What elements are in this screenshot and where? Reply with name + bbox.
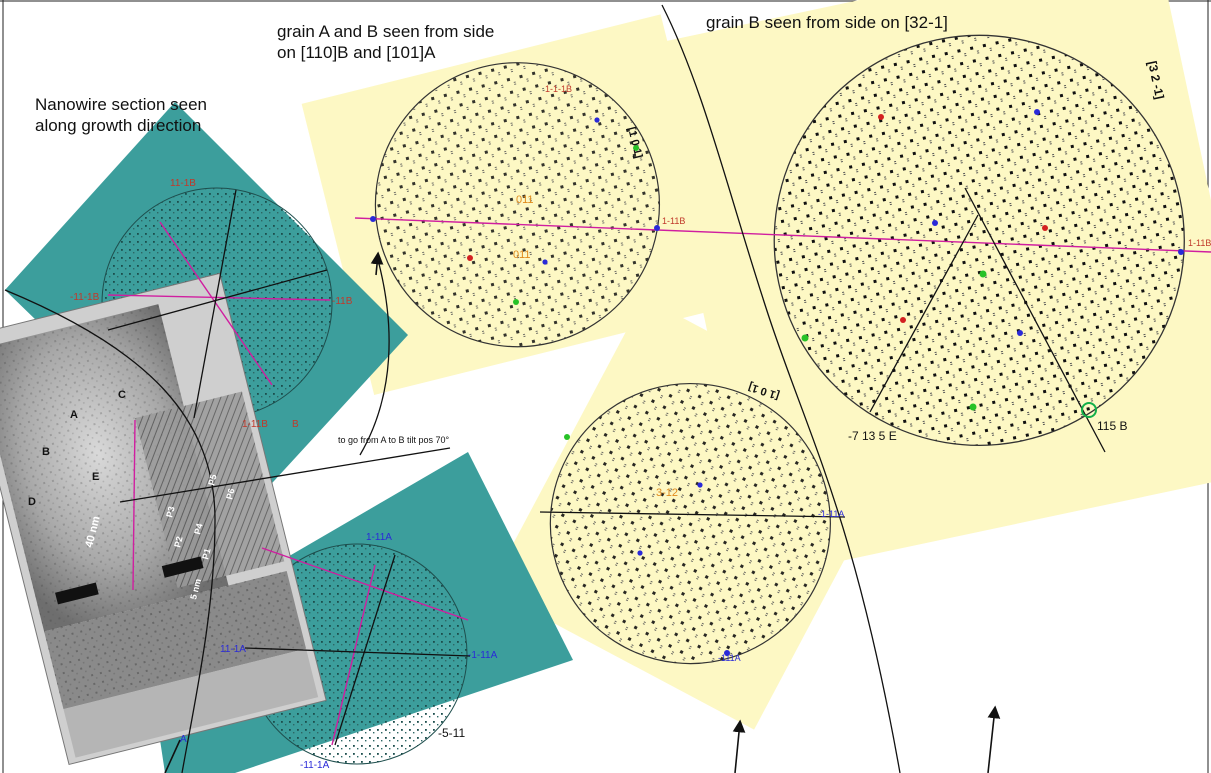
micro-label-c: C [118,389,126,401]
black-lines [4,4,1106,773]
annotation-labels: -7 13 5 E 115 B -5-11 to go from A to B … [338,419,1127,740]
label-b: B [292,419,299,430]
magenta-lines [107,217,1211,746]
tilt-note: to go from A to B tilt pos 70° [338,435,450,445]
scale-label-5nm: 5 nm [188,578,203,601]
label-side-ab-inner-2: 011 [513,249,531,261]
label-section-a-bottom: -11-1A [300,760,330,771]
title-section-line-1: Nanowire section seen [35,95,207,114]
title-section-line-2: along growth direction [35,116,202,135]
label-side-a-bottom: -111A [718,653,741,663]
title-side-ab: grain A and B seen from side on [110]B a… [277,21,494,63]
arrows [164,251,1001,773]
title-side-b: grain B seen from side on [32-1] [706,13,948,32]
pole-dots [370,109,1184,656]
pole-7135e: -7 13 5 E [848,429,897,443]
label-section-b-left: -11-1B [70,292,100,303]
label-side-ab-top: 1-1-1B [545,84,572,94]
title-side-ab-line-2: on [110]B and [101]A [277,43,436,62]
label-section-a-right: -1-11A [468,650,498,661]
micro-label-p6: P6 [224,487,236,500]
label-side-ab-inner-1: 011 [516,194,534,206]
micro-label-p2: P2 [172,535,184,548]
micro-label-p5: P5 [206,473,218,486]
tem-micrograph [0,272,327,766]
label-side-b-right: 1-11B [1188,238,1211,248]
title-side-ab-line-1: grain A and B seen from side [277,22,495,41]
arrow-curve-tip [370,251,384,276]
micro-label-d: D [28,496,36,508]
label-section-a-left: 11-1A [220,644,246,655]
micro-label-e: E [92,471,99,483]
panel-side-a [489,297,910,730]
panel-side-ab [301,14,734,396]
label-side-a-right: -1-11A [818,509,844,519]
micro-label-p3: P3 [164,505,176,518]
arrow-up-b [987,705,1001,773]
label-side-a-inner: 3-12 [656,487,678,499]
pole-115b: 115 B [1097,419,1127,433]
micro-label-a: A [70,409,78,421]
micro-label-p1: P1 [200,547,212,560]
label-section-b-top: 11-1B [170,178,196,189]
arrow-up-left [164,739,181,773]
micrograph-labels: 40 nm 5 nm A B C D E P1 P2 P3 P4 P5 P6 [28,389,237,600]
label-section-a-top: 1-11A [366,532,392,543]
arrow-up-a [732,719,746,773]
micro-label-p4: P4 [192,522,204,535]
label-a: A [180,734,187,745]
label-section-b-right: -11B [332,296,353,307]
title-section: Nanowire section seen along growth direc… [35,94,207,136]
pole-5m11: -5-11 [438,726,465,740]
label-side-ab-right: 1-11B [662,216,685,226]
label-section-b-bottom: 1-11B [242,419,268,430]
micro-label-b: B [42,446,50,458]
